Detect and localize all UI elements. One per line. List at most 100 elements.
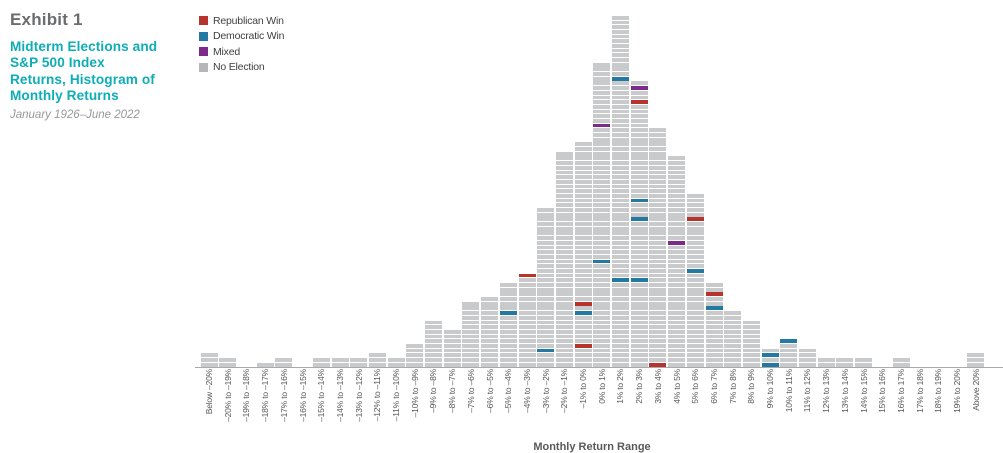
x-axis-label: –15% to –14%: [316, 369, 327, 422]
month-block: [612, 339, 629, 344]
month-block: [425, 358, 442, 362]
month-block: [555, 208, 573, 212]
x-axis-label-cell-17: –4% to –3%: [518, 369, 537, 445]
x-axis-label: –5% to –4%: [503, 369, 514, 413]
month-block: [425, 339, 442, 344]
month-block: [593, 104, 611, 109]
month-block: [761, 348, 779, 353]
month-block: [593, 86, 611, 90]
month-block: [593, 306, 611, 311]
month-block: [686, 320, 704, 325]
month-block: [649, 226, 667, 231]
x-axis-label-cell-38: 17% to 18%: [910, 369, 929, 445]
month-block: [593, 268, 611, 273]
month-block: [686, 193, 704, 198]
month-block: [593, 90, 611, 95]
histogram-column-33: [817, 357, 835, 367]
month-block: [612, 137, 629, 142]
month-block: [612, 128, 629, 133]
month-block: [612, 222, 629, 226]
month-block: [649, 297, 667, 301]
month-block: [350, 358, 368, 362]
month-block: [799, 358, 816, 362]
month-block: [537, 320, 555, 325]
histogram-column-29: [742, 320, 760, 367]
x-axis-label: –10% to –9%: [409, 369, 420, 418]
month-block: [368, 358, 386, 362]
month-block: [481, 297, 499, 301]
x-axis-label: –14% to –13%: [334, 369, 345, 422]
month-block: [668, 236, 686, 240]
x-axis-label-cell-14: –7% to –6%: [462, 369, 481, 445]
month-block: [612, 189, 629, 194]
month-block: [555, 264, 573, 269]
month-block: [686, 306, 704, 311]
month-block: [462, 348, 480, 353]
month-block: [612, 109, 629, 114]
month-block: [593, 292, 611, 297]
month-block: [668, 198, 686, 203]
x-axis-label-cell-4: –17% to –16%: [275, 369, 294, 445]
month-block: [649, 320, 667, 325]
month-block: [537, 343, 555, 348]
month-block: [574, 142, 592, 147]
month-block: [593, 161, 611, 165]
month-block: [630, 254, 648, 259]
month-block: [555, 273, 573, 278]
month-block: [312, 362, 330, 367]
month-block: [649, 343, 667, 348]
month-block: [593, 114, 611, 119]
legend: Republican Win Democratic Win Mixed No Elec…: [199, 13, 284, 75]
month-block: [649, 217, 667, 222]
month-block: [593, 208, 611, 212]
month-block: [425, 334, 442, 339]
histogram-column-1: [219, 357, 237, 367]
month-block: [574, 231, 592, 236]
histogram-column-23: [630, 81, 648, 367]
month-block: [612, 39, 629, 44]
month-block: [630, 128, 648, 133]
month-block: [630, 353, 648, 358]
month-block: [612, 268, 629, 273]
x-axis-label-cell-41: Above 20%: [966, 369, 985, 445]
month-block: [649, 264, 667, 269]
month-block: [742, 362, 760, 367]
month-block: [668, 212, 686, 217]
month-block: [612, 264, 629, 269]
month-block: [537, 292, 555, 297]
month-block: [555, 287, 573, 292]
month-block: [724, 358, 742, 362]
month-block: [686, 297, 704, 301]
month-block: [481, 325, 499, 329]
month-block: [443, 348, 461, 353]
month-block: [649, 147, 667, 151]
x-axis-label-cell-10: –11% to –10%: [387, 369, 406, 445]
month-block: [612, 334, 629, 339]
month-block: [668, 250, 686, 254]
month-block: [574, 339, 592, 344]
month-block: [612, 208, 629, 212]
month-block: [630, 283, 648, 287]
month-block: [537, 353, 555, 358]
chart-title: Midterm Elections and S&P 500 Index Retu…: [10, 39, 188, 105]
x-axis-label: 6% to 7%: [708, 369, 719, 404]
month-block: [686, 250, 704, 254]
month-block: [649, 292, 667, 297]
month-block: [537, 208, 555, 212]
month-block: [630, 109, 648, 114]
x-axis-label-cell-22: 1% to 2%: [611, 369, 630, 445]
month-block: [612, 254, 629, 259]
month-block: [555, 320, 573, 325]
month-block: [705, 297, 723, 301]
month-block: [612, 297, 629, 301]
x-axis-label-cell-19: –2% to –1%: [555, 369, 574, 445]
month-block: [668, 259, 686, 264]
month-block: [537, 240, 555, 245]
month-block: [574, 212, 592, 217]
month-block: [612, 245, 629, 250]
month-block: [593, 353, 611, 358]
month-block: [649, 212, 667, 217]
month-block: [387, 358, 405, 362]
month-block: [555, 343, 573, 348]
